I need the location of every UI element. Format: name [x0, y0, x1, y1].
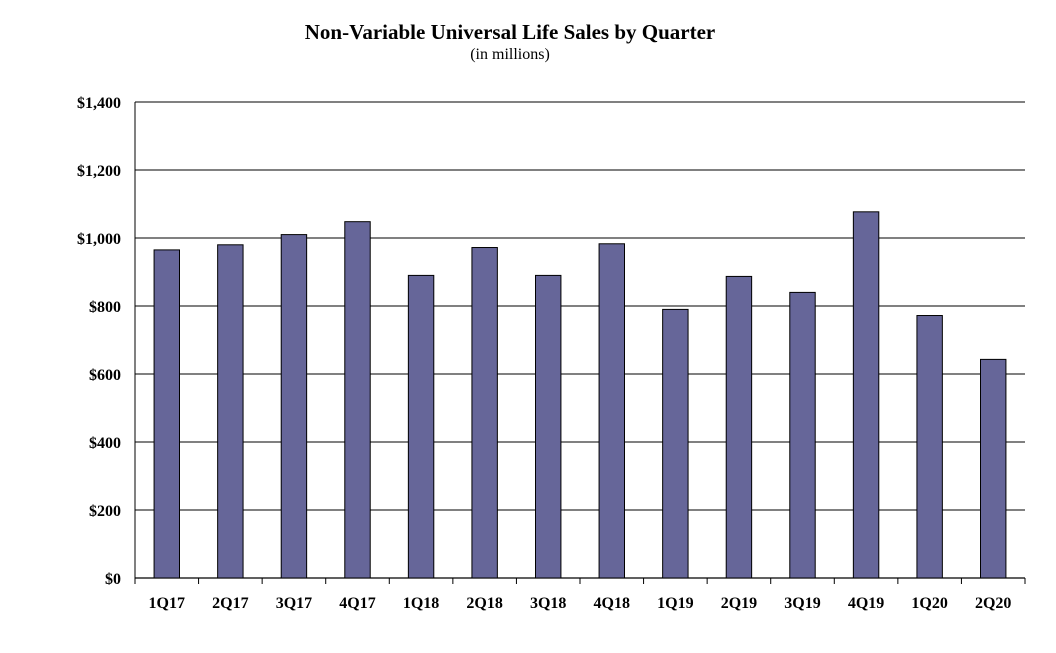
bar	[916, 315, 943, 579]
x-tick-label: 1Q18	[403, 595, 439, 612]
y-tick-label: $600	[89, 367, 121, 384]
bar	[535, 274, 562, 579]
x-tick-label: 1Q17	[149, 595, 185, 612]
x-tick-label: 2Q20	[975, 595, 1011, 612]
y-tick-label: $1,400	[77, 95, 121, 112]
y-tick-label: $1,200	[77, 163, 121, 180]
y-tick-label: $800	[89, 299, 121, 316]
bar	[789, 291, 816, 579]
chart-title: Non-Variable Universal Life Sales by Qua…	[304, 20, 716, 44]
x-tick-label: 4Q18	[594, 595, 630, 612]
bar	[852, 211, 880, 579]
x-tick-label: 1Q19	[657, 595, 693, 612]
y-tick-label: $200	[89, 503, 121, 520]
x-tick-label: 2Q18	[466, 595, 502, 612]
x-tick-label: 2Q19	[721, 595, 757, 612]
bar	[280, 234, 308, 579]
x-tick-label: 2Q17	[212, 595, 248, 612]
bar	[598, 243, 625, 579]
x-tick-label: 3Q19	[784, 595, 820, 612]
bar	[471, 247, 498, 579]
bar	[153, 249, 180, 579]
y-tick-label: $400	[89, 435, 121, 452]
bar	[980, 358, 1007, 579]
x-tick-label: 4Q19	[848, 595, 884, 612]
x-tick-label: 1Q20	[911, 595, 947, 612]
x-tick-label: 4Q17	[339, 595, 375, 612]
y-tick-label: $1,000	[77, 231, 121, 248]
bar	[217, 244, 244, 579]
x-tick-label: 3Q17	[276, 595, 312, 612]
y-tick-label: $0	[105, 571, 121, 588]
bar	[725, 275, 753, 579]
chart-subtitle: (in millions)	[470, 46, 550, 63]
bar	[344, 221, 371, 579]
x-tick-label: 3Q18	[530, 595, 566, 612]
bar	[662, 308, 689, 579]
bar	[407, 274, 435, 579]
